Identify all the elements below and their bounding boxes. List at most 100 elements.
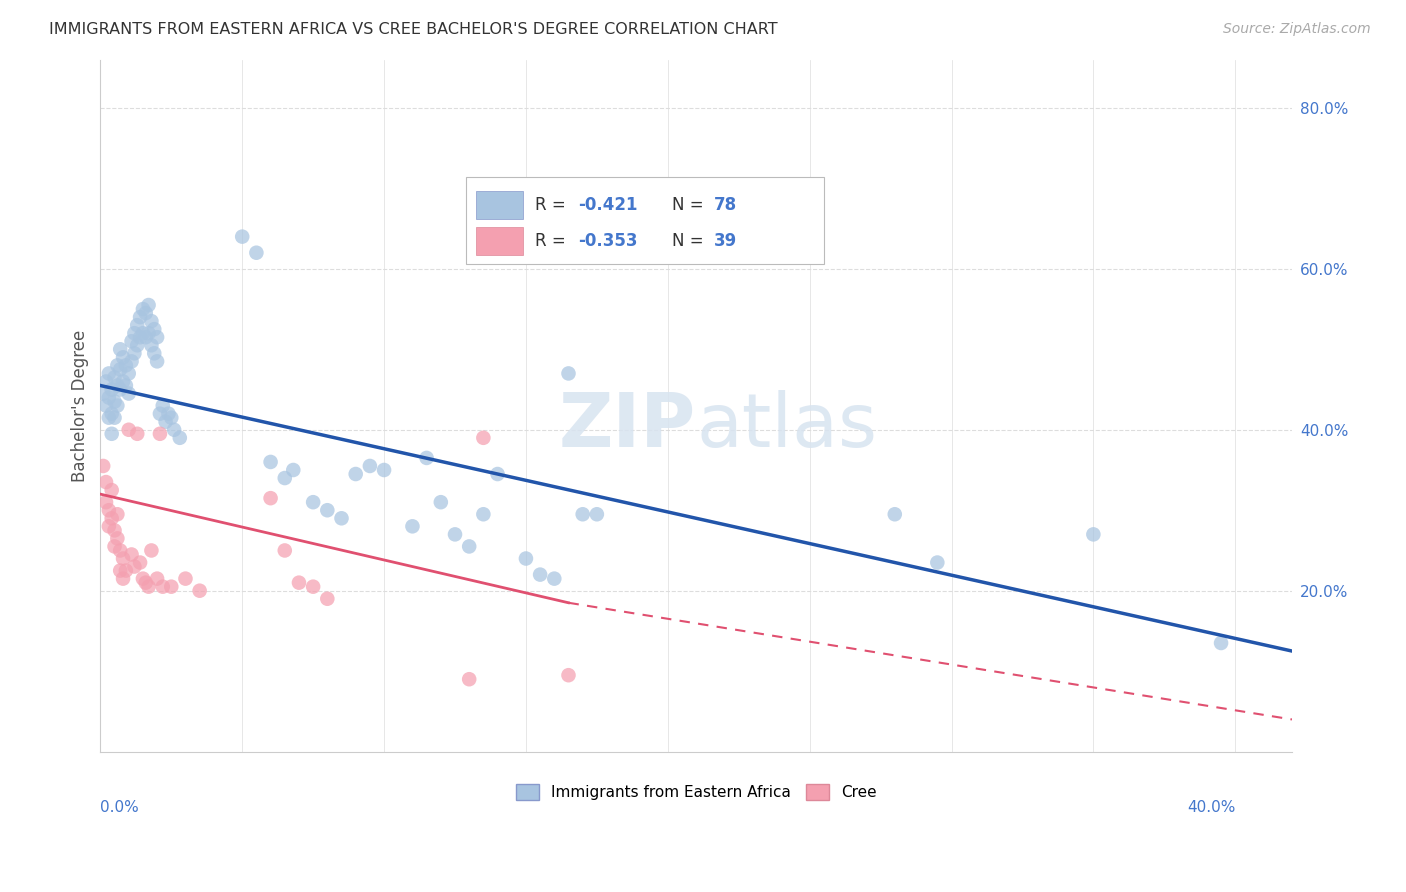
Point: [105, 359, 128, 373]
Text: N =: N =: [672, 196, 709, 214]
Point: [141, 543, 163, 558]
Point: [112, 572, 135, 586]
Point: [105, 532, 128, 546]
FancyBboxPatch shape: [467, 178, 824, 264]
Point: [100, 407, 122, 421]
Point: [231, 229, 253, 244]
Text: Source: ZipAtlas.com: Source: ZipAtlas.com: [1223, 22, 1371, 37]
Point: [141, 314, 163, 328]
Point: [97, 503, 120, 517]
Legend: Immigrants from Eastern Africa, Cree: Immigrants from Eastern Africa, Cree: [509, 778, 883, 806]
Point: [444, 527, 467, 541]
Point: [415, 450, 437, 465]
Point: [160, 410, 183, 425]
Point: [274, 543, 297, 558]
Point: [152, 399, 174, 413]
Point: [103, 394, 125, 409]
Point: [141, 338, 163, 352]
Point: [274, 471, 297, 485]
Point: [91, 458, 114, 473]
Point: [143, 322, 166, 336]
Point: [259, 491, 281, 505]
Point: [529, 567, 551, 582]
Point: [571, 508, 593, 522]
Point: [883, 508, 905, 522]
Point: [155, 415, 177, 429]
Text: 39: 39: [714, 232, 737, 250]
Point: [458, 540, 481, 554]
Point: [132, 326, 155, 341]
Point: [135, 330, 157, 344]
Point: [112, 375, 135, 389]
Point: [108, 543, 131, 558]
Point: [316, 503, 339, 517]
Point: [149, 407, 172, 421]
Point: [557, 668, 579, 682]
Point: [103, 410, 125, 425]
Text: atlas: atlas: [696, 390, 877, 463]
Point: [124, 559, 146, 574]
Text: N =: N =: [672, 232, 709, 250]
Point: [91, 386, 114, 401]
Point: [100, 483, 122, 497]
Point: [105, 508, 128, 522]
Point: [112, 351, 135, 365]
Point: [118, 423, 141, 437]
Text: IMMIGRANTS FROM EASTERN AFRICA VS CREE BACHELOR'S DEGREE CORRELATION CHART: IMMIGRANTS FROM EASTERN AFRICA VS CREE B…: [49, 22, 778, 37]
Point: [108, 383, 131, 397]
Point: [486, 467, 509, 481]
Point: [138, 298, 160, 312]
Point: [557, 367, 579, 381]
Point: [146, 330, 169, 344]
Point: [124, 326, 146, 341]
Point: [127, 426, 149, 441]
Point: [97, 391, 120, 405]
Point: [135, 575, 157, 590]
Point: [359, 458, 381, 473]
Text: 40.0%: 40.0%: [1187, 800, 1236, 815]
Point: [160, 580, 183, 594]
Point: [259, 455, 281, 469]
Point: [115, 359, 138, 373]
Point: [149, 426, 172, 441]
Point: [472, 431, 495, 445]
FancyBboxPatch shape: [475, 191, 523, 219]
Point: [103, 540, 125, 554]
Point: [121, 334, 143, 349]
Text: R =: R =: [536, 232, 571, 250]
Y-axis label: Bachelor's Degree: Bachelor's Degree: [72, 329, 89, 482]
Point: [146, 354, 169, 368]
Point: [112, 551, 135, 566]
Point: [146, 572, 169, 586]
Point: [100, 511, 122, 525]
Point: [124, 346, 146, 360]
Point: [174, 572, 197, 586]
Point: [169, 431, 191, 445]
Point: [330, 511, 353, 525]
Text: ZIP: ZIP: [560, 390, 696, 463]
Point: [105, 399, 128, 413]
Text: R =: R =: [536, 196, 571, 214]
Point: [127, 338, 149, 352]
Point: [97, 519, 120, 533]
Point: [129, 556, 152, 570]
FancyBboxPatch shape: [475, 227, 523, 255]
Point: [97, 367, 120, 381]
Point: [316, 591, 339, 606]
Point: [108, 564, 131, 578]
Point: [1083, 527, 1105, 541]
Point: [108, 362, 131, 376]
Point: [129, 310, 152, 324]
Point: [94, 375, 117, 389]
Point: [458, 672, 481, 686]
Point: [132, 572, 155, 586]
Point: [115, 564, 138, 578]
Point: [143, 346, 166, 360]
Point: [302, 580, 325, 594]
Point: [94, 399, 117, 413]
Point: [283, 463, 305, 477]
Point: [430, 495, 453, 509]
Point: [94, 495, 117, 509]
Point: [108, 343, 131, 357]
Point: [138, 326, 160, 341]
